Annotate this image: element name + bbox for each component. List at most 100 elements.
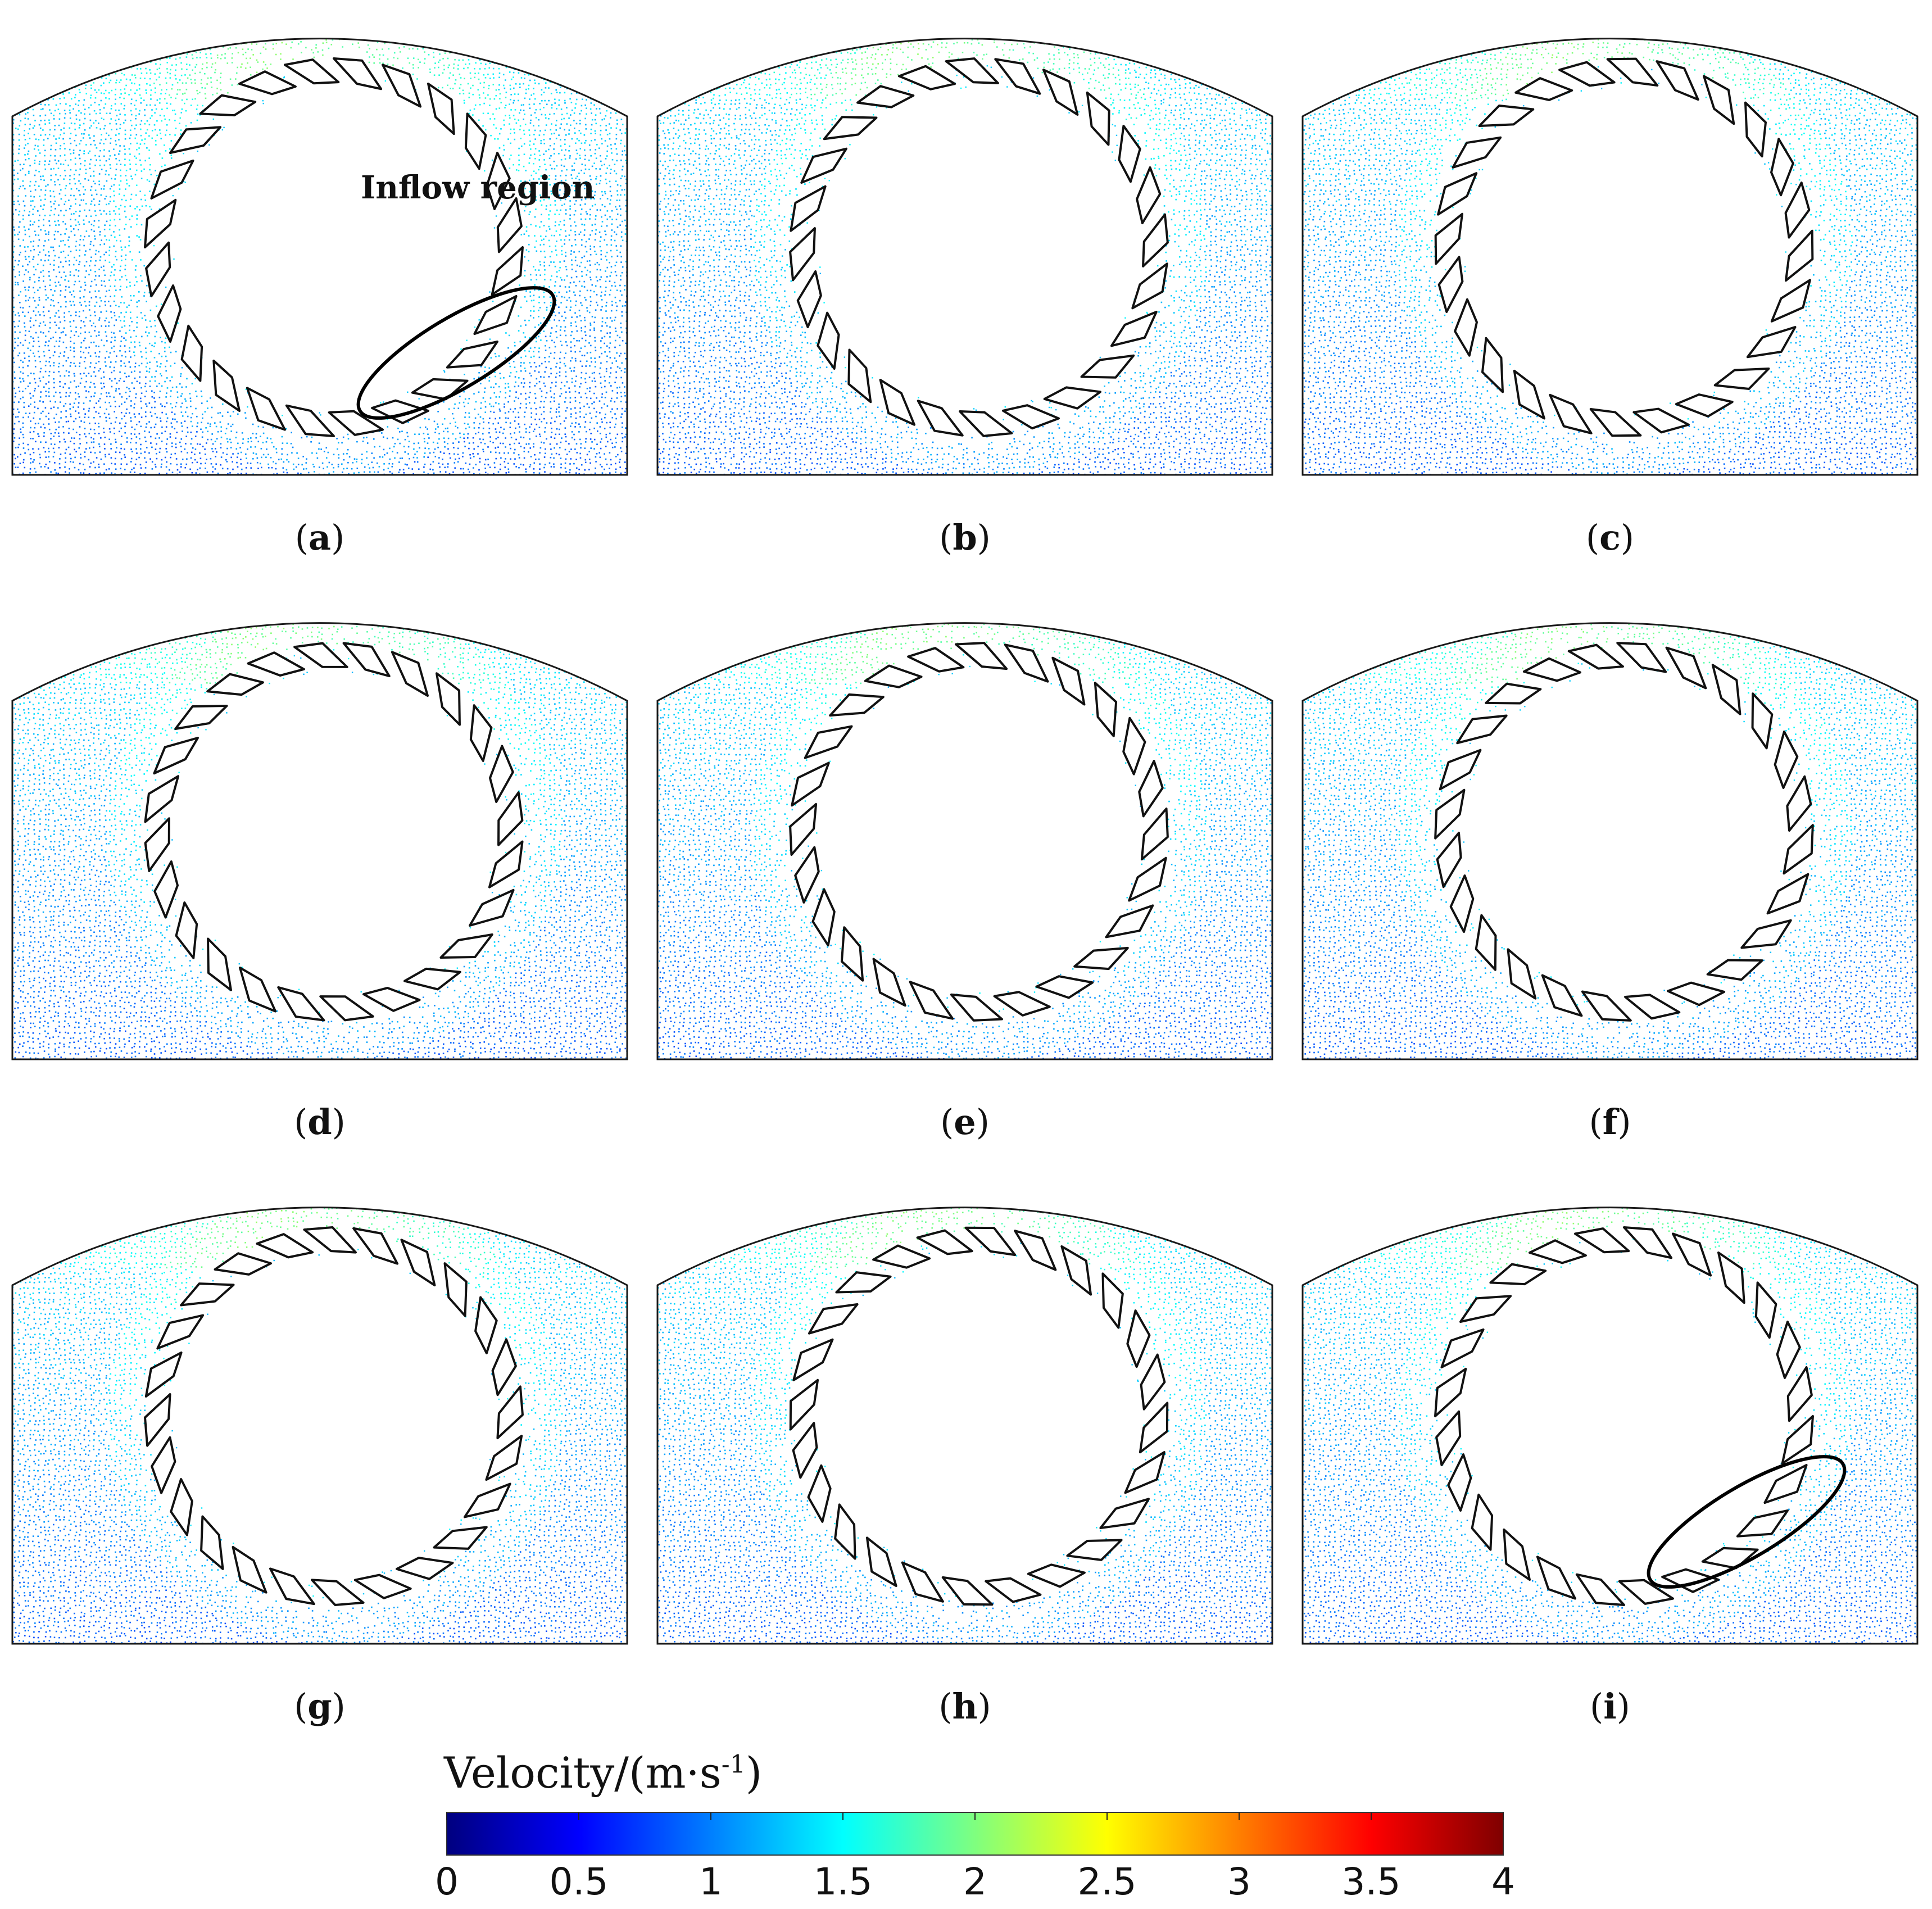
- blade: [945, 57, 999, 84]
- blade: [285, 404, 335, 437]
- blade: [1086, 91, 1110, 146]
- blade: [909, 981, 954, 1020]
- blade: [1507, 948, 1537, 1000]
- panel-caption-letter: e: [954, 1101, 976, 1142]
- blade: [1139, 1402, 1169, 1454]
- blade: [1616, 642, 1667, 673]
- blade: [144, 775, 180, 823]
- blade: [488, 745, 514, 803]
- colorbar-tick-label: 2: [963, 1860, 987, 1903]
- blade: [1035, 975, 1094, 999]
- blade: [791, 761, 830, 807]
- blade: [391, 651, 429, 697]
- blade: [917, 400, 964, 437]
- blade: [174, 705, 228, 731]
- blade: [1434, 788, 1466, 840]
- blade: [180, 1282, 235, 1307]
- blade: [1558, 61, 1616, 87]
- blade: [474, 1296, 498, 1355]
- blade: [395, 1557, 454, 1580]
- colorbar-tick-label: 4: [1491, 1860, 1515, 1903]
- blade: [303, 1226, 357, 1254]
- blade: [1478, 104, 1535, 128]
- domain-boundary: [1301, 38, 1919, 476]
- blade: [1437, 256, 1464, 313]
- blade: [1454, 298, 1478, 357]
- blade: [817, 311, 840, 370]
- blade: [1131, 262, 1168, 310]
- blade: [800, 147, 847, 184]
- colorbar-tick-label: 1: [699, 1860, 723, 1903]
- blade: [144, 1351, 183, 1398]
- blade: [446, 341, 498, 369]
- blade: [1437, 172, 1478, 216]
- colorbar-tick-label: 0: [435, 1860, 459, 1903]
- blade: [1099, 1498, 1150, 1530]
- blade: [1567, 643, 1624, 670]
- blade: [1711, 664, 1741, 715]
- blade: [1094, 682, 1118, 737]
- flow-field-plot: [656, 38, 1273, 476]
- blade: [1440, 1328, 1485, 1368]
- panel-h: [656, 1183, 1273, 1645]
- blade: [796, 270, 822, 328]
- blade: [1126, 1309, 1151, 1368]
- colorbar-title: Velocity/(m·s-1): [444, 1748, 762, 1798]
- blade: [246, 387, 286, 431]
- velocity-particles: [657, 623, 1272, 1060]
- blade: [232, 1545, 267, 1594]
- blade: [238, 70, 297, 96]
- blade: [941, 1576, 994, 1606]
- blade: [1471, 1493, 1494, 1551]
- blade: [491, 246, 524, 296]
- blade: [1142, 213, 1169, 267]
- blade: [247, 651, 305, 677]
- blade: [180, 324, 203, 382]
- blade: [1618, 1579, 1674, 1605]
- flow-field-plot: Inflow region: [11, 38, 628, 476]
- blade: [1066, 1539, 1123, 1561]
- blade: [362, 986, 421, 1012]
- domain-boundary: [11, 38, 628, 476]
- blade: [834, 1503, 856, 1560]
- colorbar-gradient: [446, 1812, 1504, 1856]
- blade: [1051, 656, 1086, 706]
- panel-d: [11, 598, 628, 1060]
- blade: [1632, 407, 1690, 434]
- velocity-particles: [12, 623, 627, 1060]
- blade: [1489, 1263, 1547, 1286]
- runner-blades: [789, 1226, 1169, 1606]
- blade: [496, 1385, 524, 1439]
- panel-caption-letter: c: [1599, 517, 1621, 558]
- blade: [342, 642, 391, 678]
- panel-caption-e: (e): [909, 1101, 1021, 1142]
- blade: [319, 995, 374, 1022]
- blade: [1529, 1239, 1587, 1264]
- inflow-region-label: Inflow region: [361, 169, 595, 206]
- blade: [1140, 1353, 1166, 1411]
- blade: [496, 197, 523, 253]
- blade: [486, 152, 511, 210]
- panel-caption-i: (i): [1554, 1686, 1666, 1727]
- blade: [1606, 57, 1659, 87]
- domain-boundary: [11, 622, 628, 1060]
- panel-caption-letter: f: [1603, 1101, 1618, 1142]
- blade: [212, 359, 241, 412]
- blade: [433, 1526, 488, 1550]
- blade: [427, 83, 455, 135]
- blade: [1536, 1556, 1576, 1600]
- blade: [804, 725, 853, 759]
- blade: [1124, 1451, 1165, 1494]
- flow-field-plot: [1301, 1207, 1919, 1645]
- blade: [1435, 1410, 1462, 1466]
- blade: [872, 958, 906, 1007]
- blade: [144, 817, 170, 872]
- blade: [411, 378, 469, 401]
- panel-caption-letter: i: [1603, 1686, 1617, 1727]
- blade: [1766, 873, 1809, 915]
- blade: [1481, 337, 1504, 393]
- blade: [1783, 824, 1814, 875]
- blade: [1459, 1295, 1512, 1323]
- blade: [382, 64, 422, 108]
- blade: [811, 888, 836, 947]
